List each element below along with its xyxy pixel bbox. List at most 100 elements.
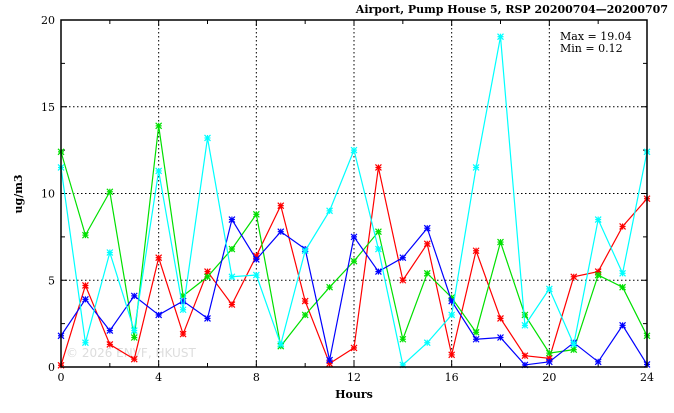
data-point-cyan xyxy=(521,321,529,329)
plot-frame xyxy=(60,19,648,368)
data-point-green xyxy=(570,346,578,354)
data-point-red xyxy=(399,276,407,284)
data-point-cyan xyxy=(277,341,285,348)
data-point-cyan xyxy=(350,146,358,154)
data-point-blue xyxy=(130,292,138,300)
data-point-red xyxy=(130,355,138,363)
data-point-blue xyxy=(619,321,627,329)
data-point-cyan xyxy=(545,285,553,293)
series-cyan xyxy=(57,33,651,369)
data-point-red xyxy=(619,223,627,230)
data-point-green xyxy=(350,257,358,265)
data-point-green xyxy=(399,335,407,343)
x-tick-label: 12 xyxy=(347,371,361,384)
data-point-green xyxy=(619,283,627,291)
x-axis-label: Hours xyxy=(335,388,373,401)
data-point-cyan xyxy=(374,245,382,253)
data-point-blue xyxy=(326,356,334,364)
x-tick-label: 20 xyxy=(542,371,556,384)
data-point-green xyxy=(204,273,211,281)
data-point-red xyxy=(179,330,187,338)
data-point-red xyxy=(472,247,480,255)
data-point-red xyxy=(301,297,309,305)
annotation-min: Min = 0.12 xyxy=(560,42,623,55)
data-point-red xyxy=(106,341,114,348)
x-tick-label: 16 xyxy=(445,371,459,384)
series-green xyxy=(57,122,651,357)
data-point-red xyxy=(277,202,285,210)
annotation-max: Max = 19.04 xyxy=(560,30,632,43)
y-tick-label: 5 xyxy=(48,274,55,287)
data-point-cyan xyxy=(326,207,334,215)
data-point-blue xyxy=(81,295,89,303)
data-point-red xyxy=(448,351,456,359)
data-point-blue xyxy=(155,311,163,319)
data-point-green xyxy=(106,188,114,196)
chart-title: Airport, Pump House 5, RSP 20200704—2020… xyxy=(355,3,668,16)
data-point-red xyxy=(81,282,89,289)
data-point-blue xyxy=(228,216,236,223)
data-point-blue xyxy=(594,358,602,366)
data-point-green xyxy=(252,210,260,218)
data-point-cyan xyxy=(448,311,456,319)
data-point-blue xyxy=(252,256,260,263)
data-point-red xyxy=(204,268,211,275)
data-point-green xyxy=(130,334,138,341)
x-tick-label: 24 xyxy=(640,371,654,384)
data-point-green xyxy=(521,311,529,319)
data-point-blue xyxy=(106,327,114,334)
data-point-cyan xyxy=(130,327,138,334)
data-point-blue xyxy=(374,268,382,275)
data-point-cyan xyxy=(155,167,163,175)
data-point-cyan xyxy=(204,134,211,142)
data-point-cyan xyxy=(594,216,602,223)
data-point-green xyxy=(545,349,553,357)
data-point-cyan xyxy=(301,247,309,255)
data-point-cyan xyxy=(106,249,114,256)
data-point-green xyxy=(81,231,89,239)
axis-ticks: 0 4 8 12 16 20 24 0 5 10 15 20 xyxy=(41,14,654,384)
data-point-blue xyxy=(350,233,358,241)
data-point-blue xyxy=(277,228,285,236)
x-tick-label: 4 xyxy=(155,371,162,384)
data-point-blue xyxy=(497,334,504,341)
series-group xyxy=(57,33,651,369)
data-point-cyan xyxy=(619,269,627,277)
data-point-blue xyxy=(204,314,211,322)
data-point-green xyxy=(228,245,236,253)
y-tick-label: 20 xyxy=(41,14,55,27)
y-tick-label: 0 xyxy=(48,361,55,374)
data-point-blue xyxy=(423,224,431,232)
data-point-cyan xyxy=(228,273,236,281)
data-point-green xyxy=(301,311,309,319)
y-tick-label: 15 xyxy=(41,101,55,114)
data-point-cyan xyxy=(252,271,260,279)
x-tick-label: 8 xyxy=(253,371,260,384)
data-point-cyan xyxy=(472,164,480,171)
data-point-blue xyxy=(545,358,553,366)
data-point-cyan xyxy=(179,306,187,314)
data-point-red xyxy=(155,254,163,262)
data-point-red xyxy=(228,301,236,308)
data-point-green xyxy=(472,328,480,336)
data-point-cyan xyxy=(497,33,504,41)
data-point-green xyxy=(594,271,602,279)
data-point-green xyxy=(326,283,334,291)
data-point-red xyxy=(423,240,431,248)
data-point-blue xyxy=(399,254,407,262)
data-point-cyan xyxy=(570,341,578,348)
series-red xyxy=(57,164,651,369)
data-point-cyan xyxy=(423,339,431,347)
data-point-green xyxy=(374,228,382,236)
y-tick-label: 10 xyxy=(41,188,55,201)
data-point-green xyxy=(155,122,163,130)
y-axis-label: ug/m3 xyxy=(12,175,25,214)
x-tick-label: 0 xyxy=(58,371,65,384)
data-point-green xyxy=(423,269,431,277)
data-point-cyan xyxy=(81,339,89,347)
data-point-red xyxy=(374,164,382,171)
data-point-red xyxy=(521,352,529,360)
data-point-blue xyxy=(472,335,480,343)
data-point-green xyxy=(497,238,504,246)
